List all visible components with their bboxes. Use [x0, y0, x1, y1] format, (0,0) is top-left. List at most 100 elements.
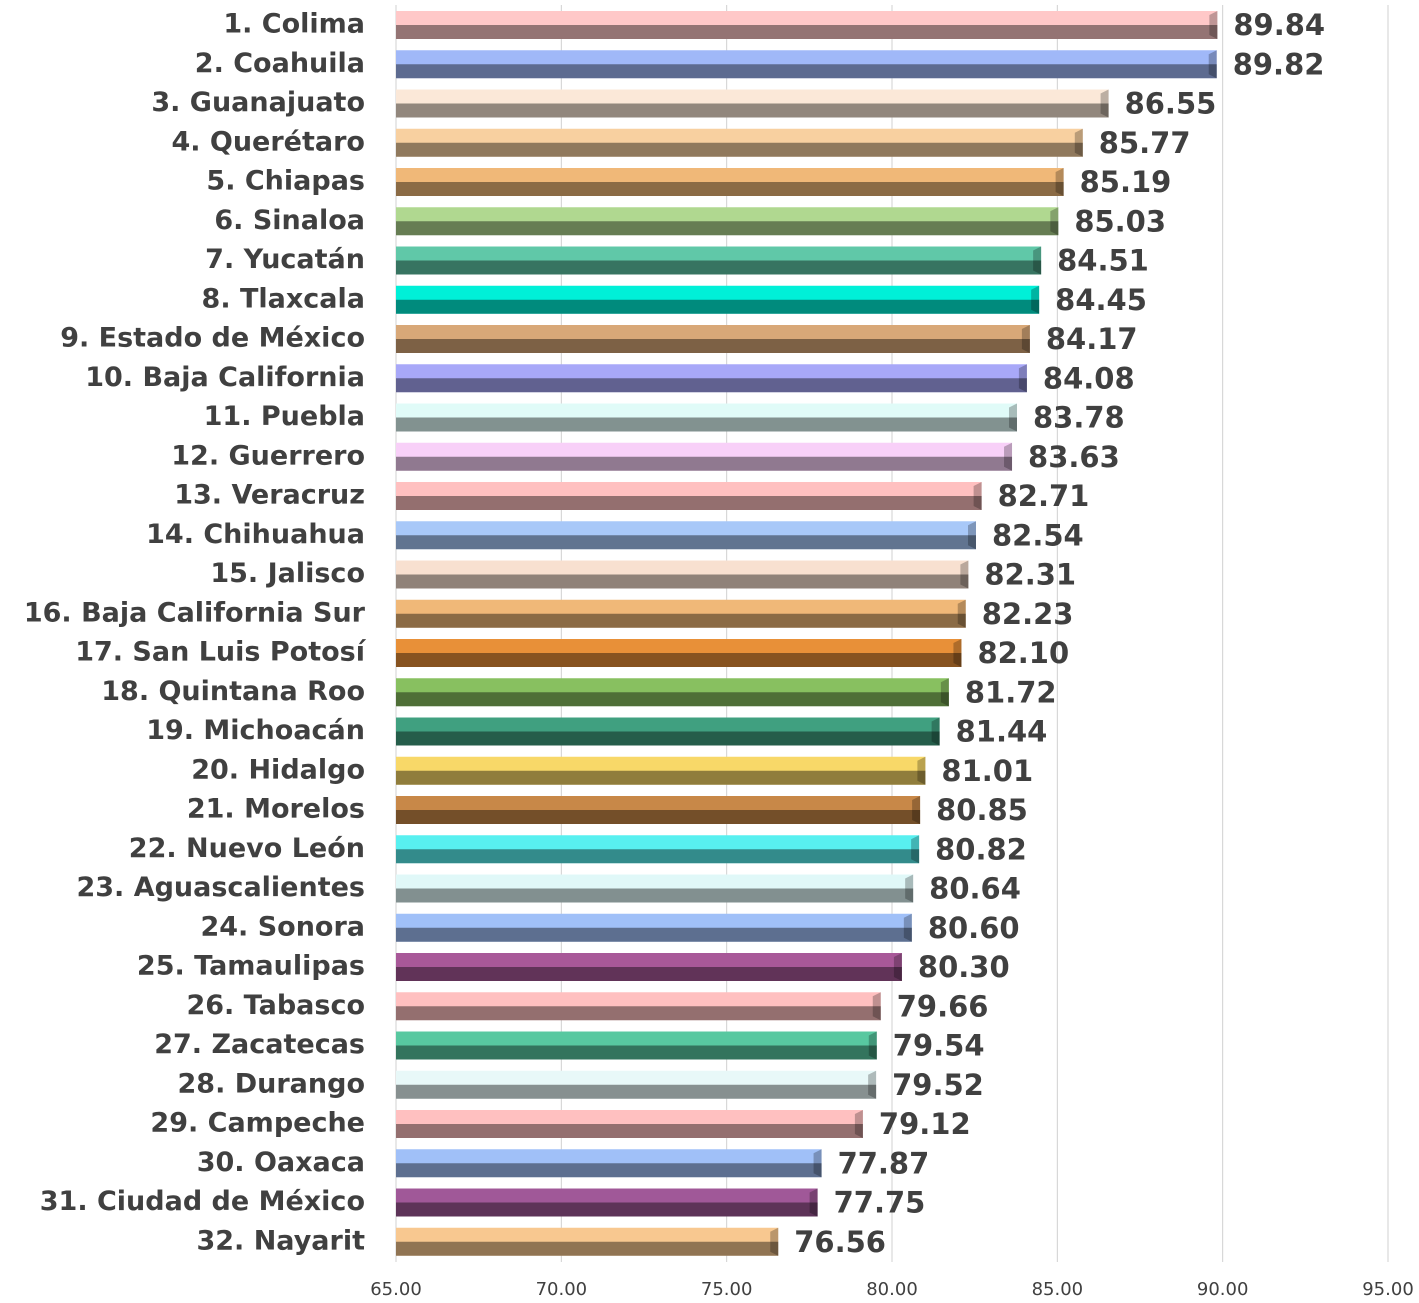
category-label: 29. Campeche	[150, 1108, 365, 1139]
category-label: 19. Michoacán	[146, 715, 365, 746]
bar-bevel	[854, 1110, 863, 1138]
category-label: 23. Aguascalientes	[76, 872, 365, 903]
bar-bevel	[809, 1188, 818, 1217]
bar-bevel	[1208, 50, 1217, 79]
bar-shade	[396, 574, 969, 589]
category-label: 9. Estado de México	[60, 323, 365, 354]
bar-shade	[396, 1241, 779, 1256]
bar-bevel	[911, 835, 920, 864]
value-label: 83.63	[1028, 440, 1120, 474]
bar	[396, 1227, 779, 1256]
bar-bevel	[953, 639, 962, 667]
bar-bevel	[770, 1227, 779, 1256]
bar	[396, 50, 1217, 79]
value-label: 84.17	[1046, 322, 1138, 356]
bar	[396, 11, 1218, 39]
bar	[396, 678, 949, 707]
value-label: 82.31	[984, 558, 1076, 592]
bar-bevel	[1055, 168, 1064, 196]
bar	[396, 168, 1064, 196]
bar-shade	[396, 613, 966, 628]
bar-bevel	[973, 482, 982, 510]
bar-shade	[396, 260, 1042, 275]
bar-bevel	[903, 913, 912, 942]
value-label: 81.72	[965, 675, 1057, 709]
bar-bevel	[960, 560, 969, 589]
bar	[396, 1031, 877, 1060]
category-label: 26. Tabasco	[186, 990, 365, 1021]
bar-shade	[396, 299, 1040, 314]
bar	[396, 1149, 822, 1178]
bar-shade	[396, 339, 1030, 353]
bar	[396, 1188, 818, 1217]
value-label: 81.01	[941, 754, 1033, 788]
category-label: 30. Oaxaca	[197, 1147, 365, 1178]
bar-bevel	[917, 756, 926, 785]
bar-shade	[396, 103, 1109, 118]
category-label: 8. Tlaxcala	[202, 283, 365, 314]
value-label: 84.08	[1043, 361, 1135, 395]
bar-bevel	[912, 796, 921, 824]
bar-bevel	[868, 1070, 877, 1099]
bar-bevel	[1008, 403, 1017, 432]
bar	[396, 442, 1013, 471]
bar-bevel	[1033, 246, 1042, 275]
bar-shade	[396, 1084, 877, 1099]
value-label: 86.55	[1125, 87, 1217, 121]
category-label: 21. Morelos	[187, 794, 365, 825]
category-label: 12. Guerrero	[171, 440, 365, 471]
category-label: 17. San Luis Potosí	[75, 637, 367, 668]
bar-bevel	[872, 992, 881, 1021]
value-label: 82.54	[992, 518, 1084, 552]
bar-shade	[396, 417, 1017, 432]
value-label: 85.19	[1080, 165, 1172, 199]
bar-shade	[396, 731, 940, 746]
x-tick-label: 65.00	[370, 1279, 422, 1300]
bar-bevel	[1004, 442, 1013, 471]
bar-shade	[396, 770, 926, 785]
bar-bevel	[813, 1149, 822, 1178]
category-label: 22. Nuevo León	[129, 833, 365, 864]
value-label: 85.03	[1074, 204, 1166, 238]
value-label: 76.56	[794, 1225, 886, 1259]
bar	[396, 1070, 877, 1099]
value-label: 79.52	[892, 1068, 984, 1102]
category-label: 11. Puebla	[204, 401, 365, 432]
bar-bevel	[868, 1031, 877, 1060]
value-label: 79.54	[893, 1029, 985, 1063]
bar-bevel	[1021, 325, 1030, 353]
category-label: 14. Chihuahua	[146, 519, 365, 550]
category-label: 16. Baja California Sur	[24, 597, 366, 628]
bar	[396, 325, 1030, 353]
bar-bevel	[1031, 285, 1040, 314]
value-label: 89.82	[1233, 47, 1325, 81]
bar-shade	[396, 967, 902, 981]
bar-shade	[396, 378, 1027, 393]
bar-shade	[396, 456, 1013, 471]
category-label: 31. Ciudad de México	[40, 1186, 365, 1217]
bar	[396, 364, 1027, 393]
category-label: 27. Zacatecas	[154, 1029, 365, 1060]
value-label: 82.10	[977, 636, 1069, 670]
bar-bevel	[1018, 364, 1027, 393]
value-label: 82.71	[998, 479, 1090, 513]
category-label: 18. Quintana Roo	[101, 676, 365, 707]
category-label: 24. Sonora	[200, 911, 365, 942]
bar	[396, 246, 1042, 275]
bar-shade	[396, 142, 1083, 157]
value-label: 80.60	[928, 911, 1020, 945]
bar-shade	[396, 535, 976, 550]
value-label: 80.82	[935, 832, 1027, 866]
bar	[396, 560, 969, 589]
bar-bevel	[931, 717, 940, 746]
category-label: 5. Chiapas	[206, 166, 365, 197]
bar	[396, 913, 912, 942]
value-label: 79.12	[879, 1107, 971, 1141]
bar-shade	[396, 25, 1218, 39]
x-tick-label: 70.00	[536, 1279, 588, 1300]
bar	[396, 482, 982, 510]
category-label: 32. Nayarit	[196, 1225, 365, 1256]
bar-shade	[396, 810, 921, 824]
bar	[396, 128, 1083, 157]
